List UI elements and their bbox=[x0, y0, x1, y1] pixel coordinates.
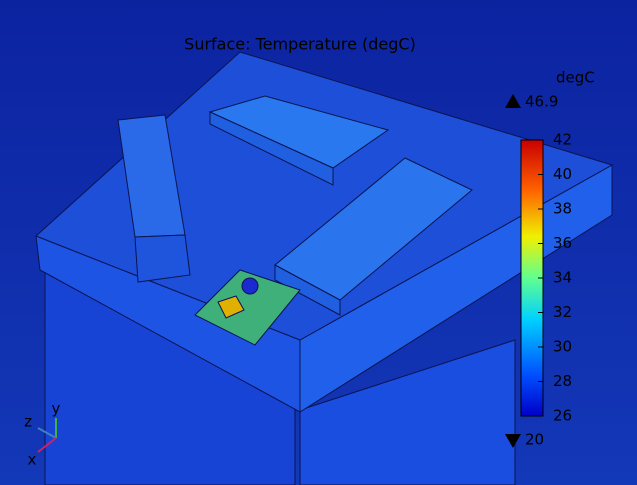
triad-y: y bbox=[52, 400, 61, 418]
chart-title: Surface: Temperature (degC) bbox=[184, 35, 416, 54]
chart: Surface: Temperature (degC) degC 46.9 20… bbox=[0, 0, 637, 485]
y-tick-label: 38 bbox=[553, 200, 572, 218]
y-tick-label: 40 bbox=[553, 165, 572, 183]
colorbar-label: degC bbox=[556, 69, 595, 87]
min-label: 20 bbox=[525, 431, 544, 449]
page: Surface: Temperature (degC) degC 46.9 20… bbox=[0, 0, 637, 485]
triad-x: x bbox=[28, 451, 37, 469]
triad-z: z bbox=[24, 413, 32, 431]
y-tick-label: 36 bbox=[553, 234, 572, 252]
component bbox=[242, 278, 258, 294]
tower-bottom bbox=[135, 235, 190, 282]
y-tick-label: 34 bbox=[553, 269, 572, 287]
y-tick-label: 26 bbox=[553, 407, 572, 425]
max-label: 46.9 bbox=[525, 93, 558, 111]
y-tick-label: 42 bbox=[553, 131, 572, 149]
y-tick-label: 30 bbox=[553, 338, 572, 356]
y-tick-label: 28 bbox=[553, 372, 572, 390]
y-tick-label: 32 bbox=[553, 303, 572, 321]
